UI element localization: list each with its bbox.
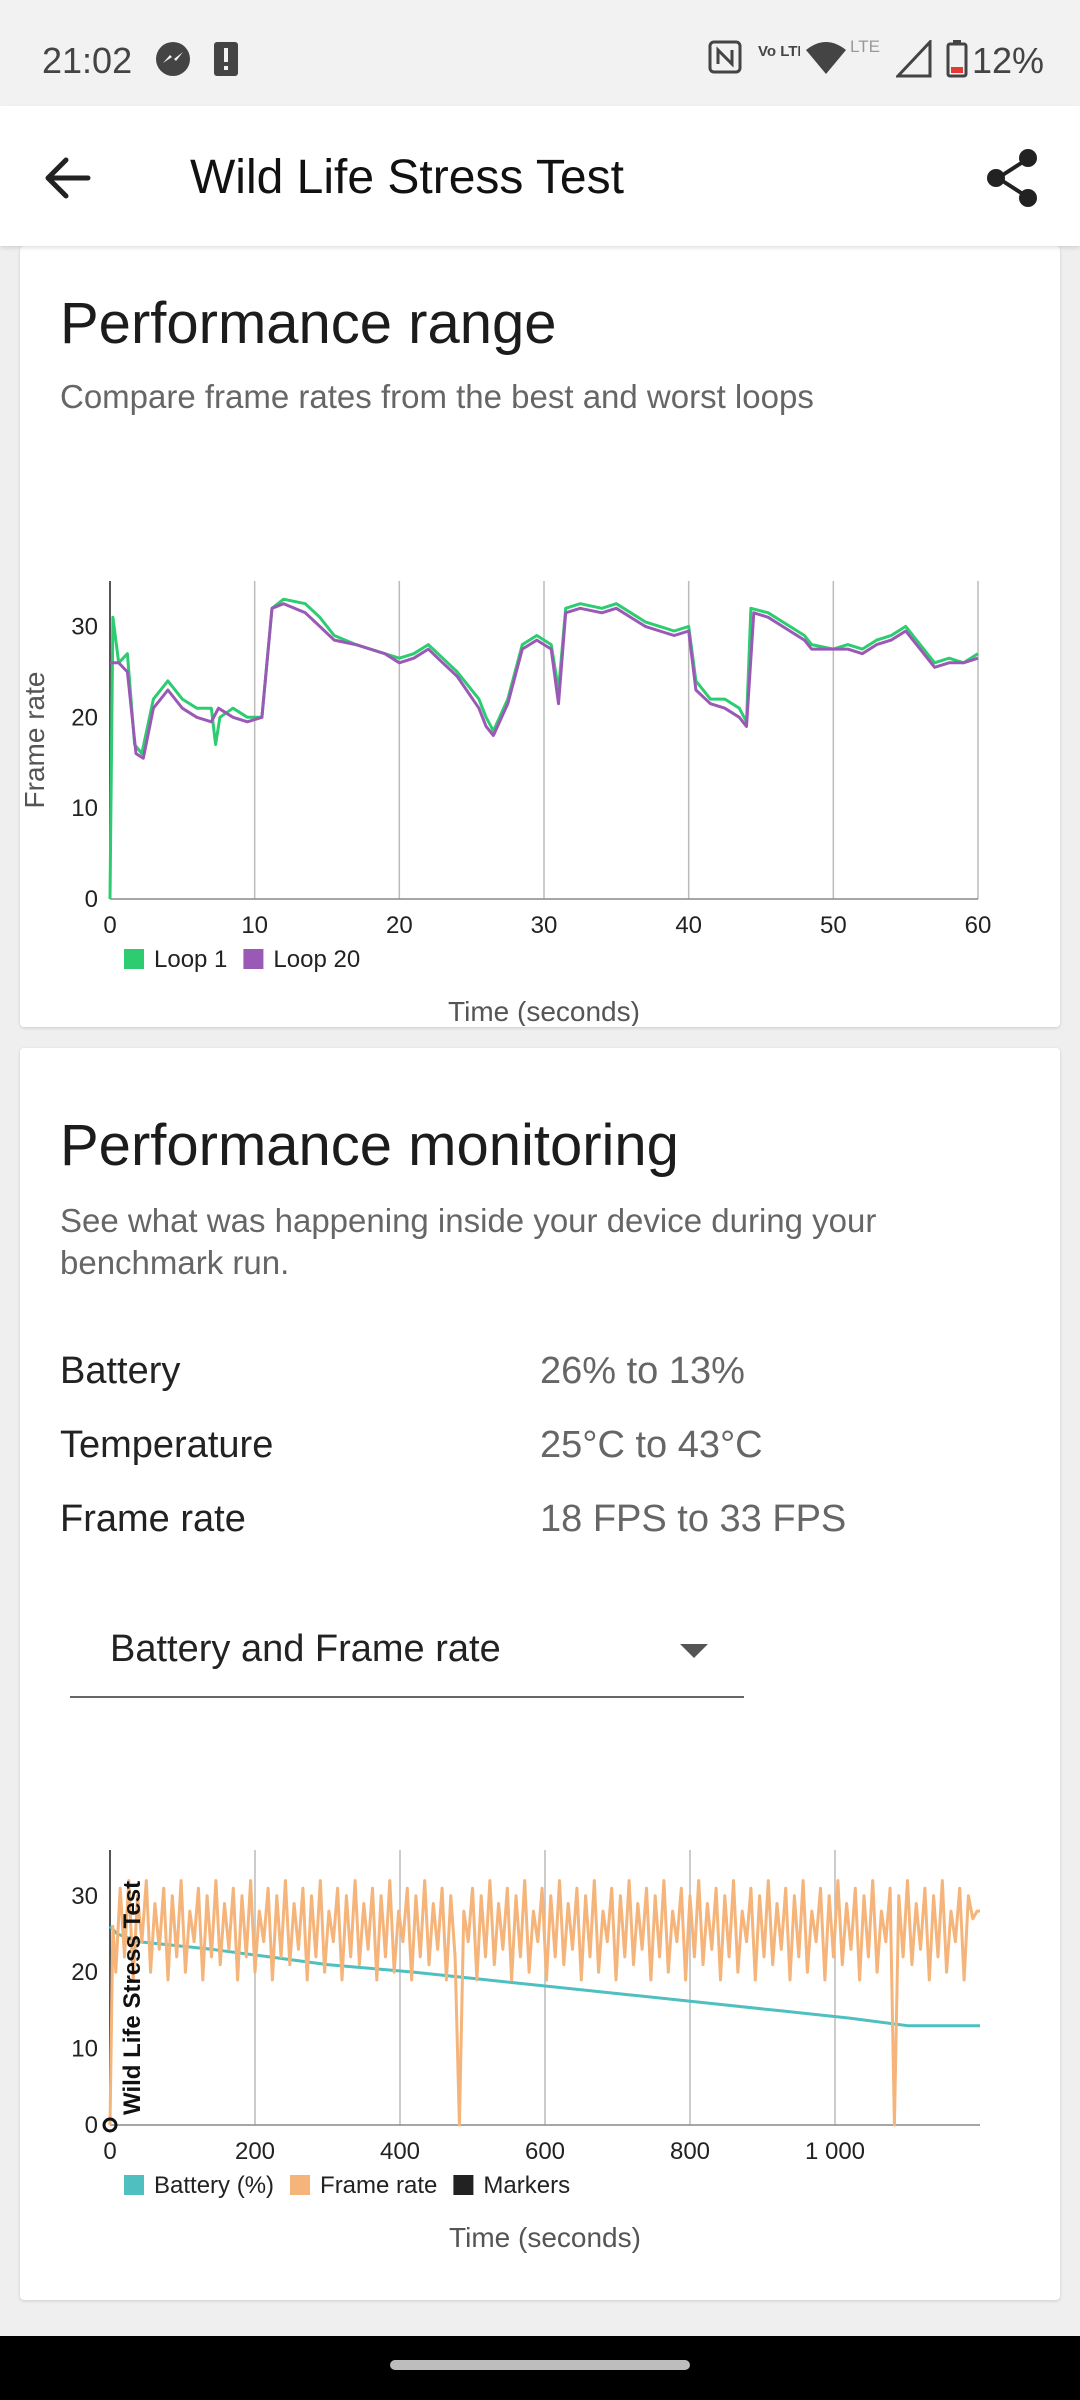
- x-tick-label: 200: [235, 2138, 275, 2165]
- performance-range-chart: 0 10 20 30 40 50 60 0 10 20 30 Frame rate Time (seco…: [20, 581, 992, 1026]
- status-time: 21:02: [42, 40, 133, 81]
- performance-range-card: Performance range Compare frame rates fr…: [20, 246, 1060, 1027]
- marker-point: [102, 2117, 118, 2133]
- x-tick-label: 20: [386, 912, 413, 939]
- battery-icon: [946, 40, 968, 78]
- dropdown-selected-value: Battery and Frame rate: [110, 1628, 501, 1670]
- x-tick-label: 60: [965, 912, 992, 939]
- performance-monitoring-card: Performance monitoring See what was happ…: [20, 1048, 1060, 2300]
- performance-monitoring-title: Performance monitoring: [60, 1113, 679, 1178]
- lte-label-icon: LTE: [850, 37, 880, 56]
- caret-down-icon[interactable]: [680, 1644, 708, 1658]
- stat-label: Frame rate: [60, 1498, 246, 1540]
- stat-label: Battery: [60, 1350, 181, 1392]
- y-tick-label: 30: [71, 1883, 98, 1910]
- y-tick-label: 0: [85, 2112, 98, 2139]
- stat-value: 25°C to 43°C: [540, 1424, 763, 1466]
- stat-label: Temperature: [60, 1424, 274, 1466]
- y-axis-label: Frame rate: [20, 672, 50, 809]
- share-icon[interactable]: [980, 146, 1044, 210]
- series-line-battery: [108, 1925, 980, 2028]
- messenger-icon: [156, 42, 190, 76]
- legend-label: Loop 1: [154, 946, 227, 973]
- volte-label: Vo LTE: [758, 43, 800, 60]
- x-tick-label: 400: [380, 2138, 420, 2165]
- legend-swatch: [290, 2175, 311, 2195]
- legend-swatch: [124, 949, 144, 969]
- x-axis-label: Time (seconds): [448, 996, 640, 1026]
- performance-monitoring-chart: 0 200 400 600 800 1 000 0 10 20 30 Time (seconds) W…: [71, 1850, 980, 2253]
- y-tick-label: 30: [71, 613, 98, 640]
- wifi-icon: [806, 42, 846, 74]
- navigation-bar: [0, 2336, 1080, 2400]
- legend-swatch: [124, 2175, 144, 2195]
- legend-swatch: [453, 2175, 474, 2195]
- legend-label: Loop 20: [273, 946, 360, 973]
- y-tick-label: 20: [71, 704, 98, 731]
- y-tick-label: 0: [85, 886, 98, 913]
- app-bar: Wild Life Stress Test: [0, 106, 1080, 246]
- series-line-loop-1: [108, 597, 979, 900]
- performance-range-title: Performance range: [60, 291, 557, 356]
- nfc-icon: [708, 40, 742, 74]
- battery-percent: 12%: [972, 40, 1045, 81]
- legend-swatch: [243, 949, 264, 969]
- stat-value: 26% to 13%: [540, 1350, 745, 1392]
- lte-label: LTE: [850, 37, 880, 56]
- y-tick-label: 10: [71, 2036, 98, 2063]
- x-tick-label: 600: [525, 2138, 565, 2165]
- home-gesture-handle[interactable]: [390, 2360, 690, 2370]
- x-tick-label: 0: [103, 912, 116, 939]
- legend-label: Frame rate: [320, 2172, 437, 2199]
- x-tick-label: 40: [675, 912, 702, 939]
- x-tick-label: 30: [531, 912, 558, 939]
- x-axis-label: Time (seconds): [449, 2222, 641, 2253]
- series-line-frame-rate: [108, 1879, 980, 2127]
- stat-row-temperature: Temperature 25°C to 43°C: [60, 1424, 1020, 1474]
- stat-row-frame-rate: Frame rate 18 FPS to 33 FPS: [60, 1498, 1020, 1548]
- x-tick-label: 0: [103, 2138, 116, 2165]
- arrow-left-icon[interactable]: [36, 146, 100, 210]
- cell-signal-icon: [896, 40, 932, 78]
- chart-type-dropdown[interactable]: Battery and Frame rate: [70, 1618, 744, 1698]
- x-tick-label: 1 000: [805, 2138, 865, 2165]
- x-tick-label: 800: [670, 2138, 710, 2165]
- legend-label: Markers: [483, 2172, 570, 2199]
- stat-value: 18 FPS to 33 FPS: [540, 1498, 847, 1540]
- volte-icon: Vo LTE: [758, 43, 800, 60]
- alert-icon: [214, 42, 238, 76]
- y-tick-label: 20: [71, 1959, 98, 1986]
- performance-range-subtitle: Compare frame rates from the best and wo…: [60, 378, 814, 415]
- x-tick-label: 50: [820, 912, 847, 939]
- performance-monitoring-subtitle: See what was happening inside your devic…: [60, 1202, 877, 1281]
- stat-row-battery: Battery 26% to 13%: [60, 1350, 1020, 1400]
- y-tick-label: 10: [71, 795, 98, 822]
- status-bar: 21:02 Vo LTE LTE 12%: [0, 0, 1080, 106]
- series-line-loop-20: [110, 602, 979, 760]
- x-tick-label: 10: [241, 912, 268, 939]
- marker-label: Wild Life Stress Test: [119, 1881, 146, 2115]
- legend-label: Battery (%): [154, 2172, 274, 2199]
- page-title: Wild Life Stress Test: [190, 151, 624, 204]
